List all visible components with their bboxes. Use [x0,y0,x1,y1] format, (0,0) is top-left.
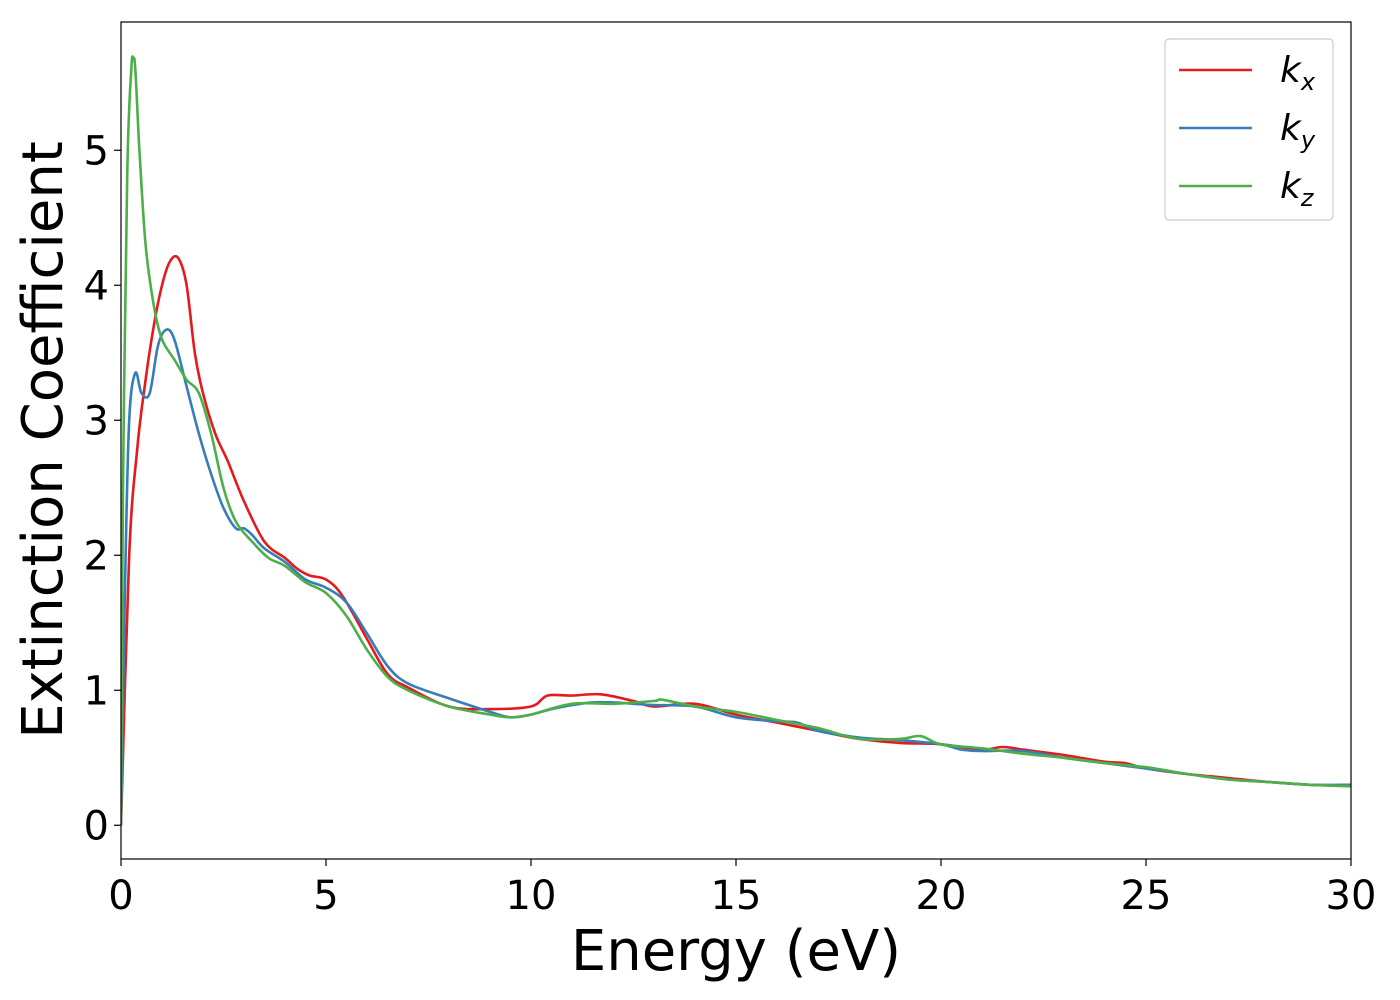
series-line-kx [121,254,1351,826]
legend-label-kz: kz [1280,166,1315,212]
x-axis-label: Energy (eV) [571,919,901,984]
plot-lines [121,55,1351,826]
x-tick-label: 20 [916,873,967,919]
legend-box [1164,38,1334,221]
series-line-ky [121,328,1351,826]
series-line-kz [121,55,1351,826]
x-tick-label: 25 [1121,873,1172,919]
y-axis-label: Extinction Coefficient [11,141,76,739]
legend-label-ky: ky [1280,108,1316,154]
x-tick-label: 0 [108,873,133,919]
x-tick-label: 30 [1326,873,1377,919]
x-tick-label: 15 [711,873,762,919]
y-tick-label: 1 [84,668,109,714]
x-tick-label: 10 [506,873,557,919]
y-axis: 0 1 2 3 4 5 [84,128,121,849]
legend: kx ky kz [1164,38,1334,221]
x-tick-label: 5 [313,873,338,919]
y-tick-label: 3 [84,398,109,444]
y-tick-label: 5 [84,128,109,174]
y-tick-label: 0 [84,803,109,849]
x-axis: 0 5 10 15 20 25 30 [108,859,1376,919]
y-tick-label: 2 [84,533,109,579]
legend-label-kx: kx [1280,50,1316,96]
y-tick-label: 4 [84,263,109,309]
